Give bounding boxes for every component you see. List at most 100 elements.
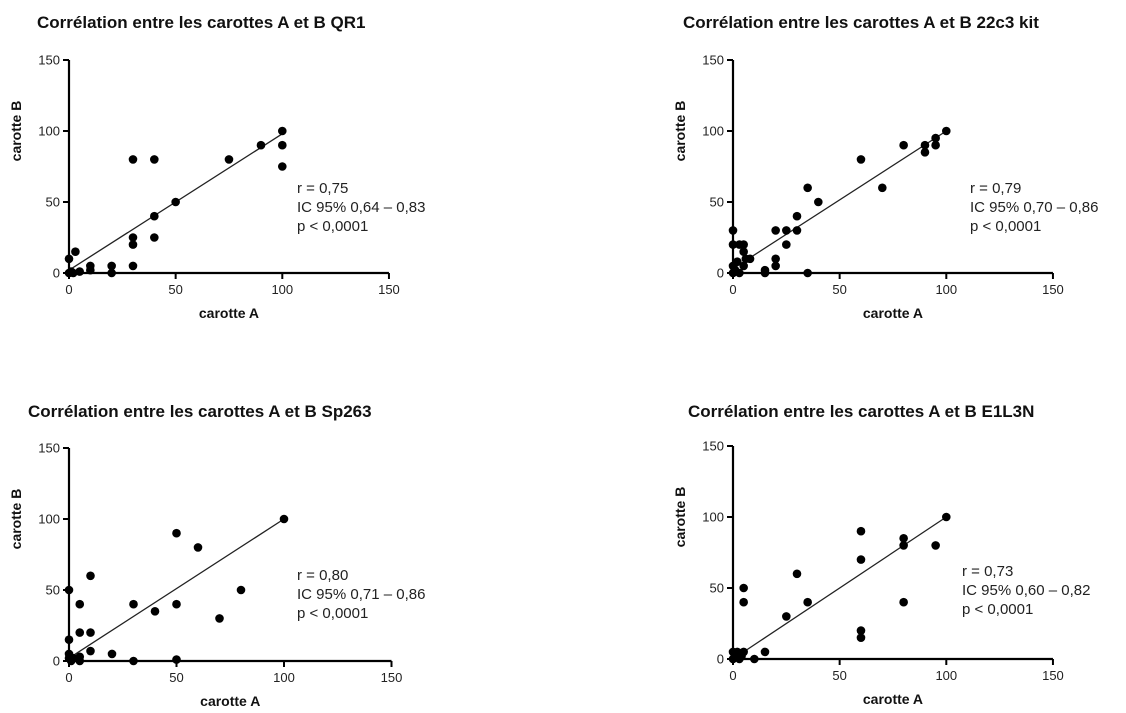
data-point — [931, 140, 940, 150]
y-tick-label: 150 — [38, 53, 60, 68]
data-point — [68, 268, 78, 278]
data-point — [75, 267, 84, 276]
y-tick-label: 0 — [717, 266, 724, 281]
data-point — [86, 571, 95, 581]
data-point — [856, 626, 866, 635]
correlation-stats: r = 0,75 IC 95% 0,64 – 0,83 p < 0,0001 — [297, 179, 425, 236]
data-point — [129, 656, 138, 666]
data-point — [129, 599, 138, 609]
data-point — [739, 647, 748, 657]
x-tick-label: 150 — [378, 282, 400, 297]
data-point — [792, 569, 802, 579]
x-tick-label: 0 — [65, 670, 72, 685]
data-point — [107, 268, 116, 278]
data-point — [739, 240, 748, 249]
chart-title: Corrélation entre les carottes A et B QR… — [37, 13, 366, 32]
y-tick-label: 50 — [46, 583, 60, 598]
data-point — [856, 526, 866, 536]
data-point — [64, 254, 74, 264]
y-tick-label: 0 — [53, 654, 60, 669]
data-point — [128, 155, 138, 164]
y-tick-label: 100 — [38, 124, 60, 139]
data-point — [128, 233, 138, 242]
data-point — [64, 635, 74, 644]
data-point — [150, 155, 159, 164]
stat-p: p < 0,0001 — [970, 218, 1042, 235]
x-axis-label: carotte A — [200, 693, 260, 709]
data-point — [172, 655, 181, 664]
data-point — [728, 240, 738, 249]
correlation-stats: r = 0,73 IC 95% 0,60 – 0,82 p < 0,0001 — [962, 562, 1090, 619]
x-tick-label: 150 — [381, 670, 403, 685]
data-point — [278, 126, 287, 136]
x-axis-label: carotte A — [863, 305, 923, 321]
x-tick-label: 100 — [935, 668, 957, 683]
stat-ci: IC 95% 0,60 – 0,82 — [962, 582, 1091, 599]
x-tick-label: 50 — [168, 282, 182, 297]
x-tick-label: 0 — [65, 282, 72, 297]
data-point — [728, 226, 738, 235]
data-point — [735, 268, 744, 278]
data-point — [75, 628, 85, 637]
data-point — [224, 155, 234, 164]
data-point — [899, 140, 908, 150]
data-point — [150, 211, 159, 221]
data-point — [942, 512, 951, 522]
x-tick-label: 100 — [271, 282, 293, 297]
data-point — [86, 261, 95, 271]
data-point — [71, 247, 80, 256]
x-axis-label: carotte A — [863, 691, 923, 707]
y-tick-label: 150 — [38, 441, 60, 456]
y-tick-label: 100 — [38, 512, 60, 527]
data-point — [128, 240, 138, 249]
chart-title: Corrélation entre les carottes A et B Sp… — [28, 402, 372, 421]
data-point — [856, 155, 866, 164]
data-point — [278, 140, 287, 150]
stat-r: r = 0,79 — [970, 180, 1022, 197]
data-point — [899, 597, 908, 607]
x-tick-label: 100 — [273, 670, 295, 685]
data-point — [942, 126, 951, 136]
stat-ci: IC 95% 0,64 – 0,83 — [297, 199, 426, 216]
data-point — [86, 628, 95, 637]
data-point — [150, 607, 160, 616]
data-point — [782, 226, 791, 235]
data-point — [745, 254, 755, 264]
data-point — [920, 148, 930, 157]
data-point — [920, 140, 930, 150]
x-tick-label: 0 — [729, 668, 736, 683]
stat-r: r = 0,73 — [962, 563, 1014, 580]
y-tick-label: 100 — [702, 124, 724, 139]
regression-line — [732, 516, 947, 660]
y-tick-label: 0 — [717, 652, 724, 667]
data-point — [215, 614, 224, 623]
data-point — [75, 652, 85, 662]
data-point — [803, 183, 812, 193]
data-point — [899, 534, 908, 543]
correlation-stats: r = 0,79 IC 95% 0,70 – 0,86 p < 0,0001 — [970, 179, 1098, 236]
data-point — [771, 226, 780, 235]
y-tick-label: 50 — [46, 195, 60, 210]
data-point — [739, 597, 748, 607]
data-point — [739, 583, 748, 593]
data-point — [193, 543, 203, 552]
data-point — [760, 265, 770, 275]
y-axis-label: carotte B — [8, 101, 24, 162]
data-point — [771, 254, 780, 264]
x-tick-label: 0 — [729, 282, 736, 297]
stat-r: r = 0,80 — [297, 567, 349, 584]
data-point — [128, 261, 138, 271]
data-point — [782, 240, 791, 249]
data-point — [771, 261, 780, 271]
y-axis-label: carotte B — [672, 101, 688, 162]
y-tick-label: 50 — [710, 581, 724, 596]
data-point — [856, 633, 866, 642]
data-point — [803, 597, 812, 607]
stat-p: p < 0,0001 — [962, 601, 1034, 618]
data-point — [760, 647, 770, 657]
y-tick-label: 150 — [702, 53, 724, 68]
stat-ci: IC 95% 0,71 – 0,86 — [297, 586, 426, 603]
